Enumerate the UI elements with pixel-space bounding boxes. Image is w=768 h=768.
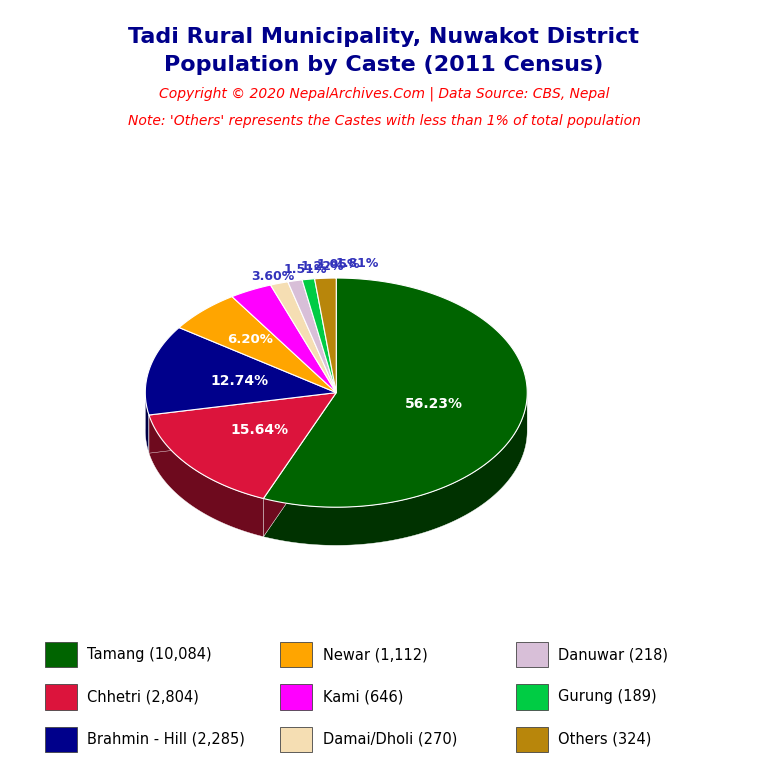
- Text: Kami (646): Kami (646): [323, 690, 403, 704]
- Text: Damai/Dholi (270): Damai/Dholi (270): [323, 732, 457, 746]
- Text: Chhetri (2,804): Chhetri (2,804): [88, 690, 199, 704]
- Text: Note: 'Others' represents the Castes with less than 1% of total population: Note: 'Others' represents the Castes wit…: [127, 114, 641, 127]
- FancyBboxPatch shape: [45, 727, 77, 752]
- Text: Tadi Rural Municipality, Nuwakot District: Tadi Rural Municipality, Nuwakot Distric…: [128, 27, 640, 47]
- Text: Others (324): Others (324): [558, 732, 652, 746]
- Text: 3.60%: 3.60%: [251, 270, 294, 283]
- Polygon shape: [263, 392, 336, 537]
- Text: 1.05%: 1.05%: [316, 258, 359, 271]
- Polygon shape: [232, 285, 336, 392]
- Text: Copyright © 2020 NepalArchives.Com | Data Source: CBS, Nepal: Copyright © 2020 NepalArchives.Com | Dat…: [159, 86, 609, 101]
- Polygon shape: [263, 278, 527, 507]
- Polygon shape: [270, 282, 336, 392]
- FancyBboxPatch shape: [45, 684, 77, 710]
- Text: Danuwar (218): Danuwar (218): [558, 647, 668, 662]
- Text: Brahmin - Hill (2,285): Brahmin - Hill (2,285): [88, 732, 245, 746]
- Polygon shape: [149, 415, 263, 537]
- FancyBboxPatch shape: [280, 642, 312, 667]
- Polygon shape: [145, 390, 149, 453]
- Text: Newar (1,112): Newar (1,112): [323, 647, 428, 662]
- Text: 15.64%: 15.64%: [230, 423, 289, 438]
- Text: 1.81%: 1.81%: [336, 257, 379, 270]
- Polygon shape: [263, 391, 527, 545]
- Text: 56.23%: 56.23%: [405, 397, 462, 411]
- Polygon shape: [302, 279, 336, 392]
- FancyBboxPatch shape: [280, 684, 312, 710]
- Polygon shape: [149, 392, 336, 453]
- Polygon shape: [149, 392, 336, 453]
- FancyBboxPatch shape: [516, 684, 548, 710]
- Text: 12.74%: 12.74%: [210, 373, 268, 388]
- Text: Tamang (10,084): Tamang (10,084): [88, 647, 212, 662]
- FancyBboxPatch shape: [280, 727, 312, 752]
- Polygon shape: [145, 328, 336, 415]
- Polygon shape: [288, 280, 336, 392]
- FancyBboxPatch shape: [45, 642, 77, 667]
- FancyBboxPatch shape: [516, 642, 548, 667]
- Polygon shape: [149, 392, 336, 498]
- Polygon shape: [315, 278, 336, 392]
- Text: 1.22%: 1.22%: [301, 260, 345, 273]
- Text: Gurung (189): Gurung (189): [558, 690, 657, 704]
- Text: 1.51%: 1.51%: [283, 263, 326, 276]
- Polygon shape: [179, 296, 336, 392]
- Polygon shape: [263, 392, 336, 537]
- FancyBboxPatch shape: [516, 727, 548, 752]
- Text: Population by Caste (2011 Census): Population by Caste (2011 Census): [164, 55, 604, 75]
- Text: 6.20%: 6.20%: [227, 333, 273, 346]
